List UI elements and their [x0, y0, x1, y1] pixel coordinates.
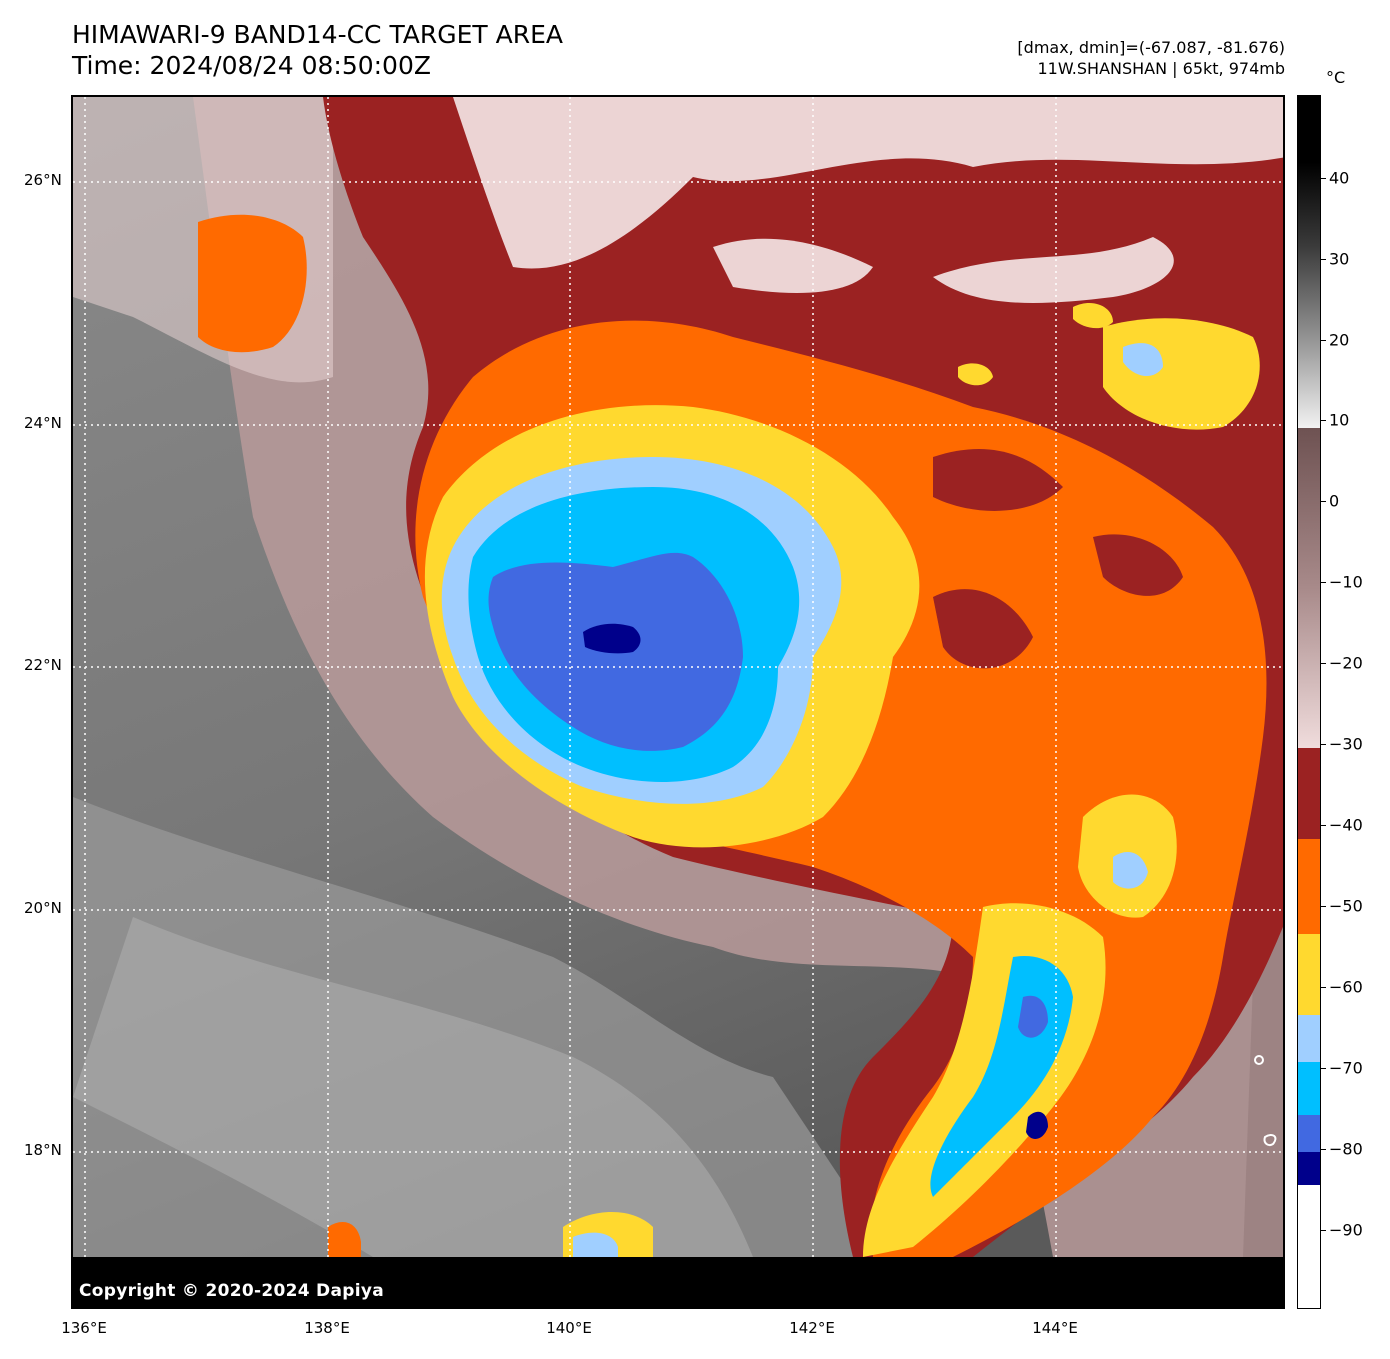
ne-spot: [1073, 302, 1113, 329]
lon-label-140e: 140°E: [546, 1319, 592, 1337]
colorbar-label: −50: [1329, 896, 1363, 916]
colorbar-label: −90: [1329, 1220, 1363, 1240]
lon-label-142e: 142°E: [789, 1319, 835, 1337]
ne-cluster-blue: [1123, 343, 1163, 377]
colorbar-label: 10: [1329, 410, 1350, 430]
ne-spot-2: [958, 363, 993, 386]
colorbar-red-segment: [1298, 748, 1320, 839]
image-title: HIMAWARI-9 BAND14-CC TARGET AREA: [72, 20, 564, 49]
lon-label-144e: 144°E: [1032, 1319, 1078, 1337]
lat-label-24n: 24°N: [24, 414, 62, 432]
colorbar-unit: °C: [1326, 68, 1346, 87]
colorbar-lightblue-segment: [1298, 1015, 1320, 1062]
lon-label-136e: 136°E: [61, 1319, 107, 1337]
low-cloud-band-bright: [73, 917, 753, 1257]
warm-intrusion-3: [1093, 534, 1183, 596]
island-outline-2: [1263, 1134, 1277, 1147]
colorbar-cyan-segment: [1298, 1062, 1320, 1115]
cirrus-patch-2: [933, 237, 1174, 303]
lat-label-26n: 26°N: [24, 171, 62, 189]
colorbar-label: −10: [1329, 572, 1363, 592]
se-band-core: [1026, 1111, 1048, 1139]
low-cloud-band: [73, 797, 893, 1257]
colorbar-gray-segment: [1298, 96, 1320, 428]
no-data-strip: [73, 1257, 1283, 1307]
south-cell-blue: [573, 1232, 618, 1257]
colorbar-label: 40: [1329, 168, 1350, 188]
warm-intrusion: [933, 448, 1063, 511]
satellite-image: Copyright © 2020-2024 Dapiya: [71, 95, 1285, 1309]
east-cluster-blue: [1113, 852, 1148, 889]
coldest-core: [583, 623, 641, 654]
lat-label-18n: 18°N: [24, 1141, 62, 1159]
colorbar-label: 0: [1329, 491, 1340, 511]
colorbar-yellow-segment: [1298, 934, 1320, 1015]
colorbar-white-segment: [1298, 1185, 1320, 1308]
south-cell-orange: [328, 1222, 361, 1257]
colorbar-label: −70: [1329, 1058, 1363, 1078]
lat-label-20n: 20°N: [24, 899, 62, 917]
colorbar-pink-segment: [1298, 428, 1320, 748]
lon-label-138e: 138°E: [304, 1319, 350, 1337]
colorbar-navy-segment: [1298, 1152, 1320, 1185]
ir-imagery: [73, 97, 1283, 1307]
colorbar-label: 30: [1329, 249, 1350, 269]
colorbar-label: −40: [1329, 815, 1363, 835]
copyright-notice: Copyright © 2020-2024 Dapiya: [79, 1281, 384, 1301]
dmax-dmin-stats: [dmax, dmin]=(-67.087, -81.676): [1017, 38, 1285, 57]
cirrus-north: [453, 97, 1283, 269]
colorbar-label: −80: [1329, 1139, 1363, 1159]
island-outline: [1254, 1055, 1264, 1065]
orange-nw-patch: [198, 214, 307, 353]
storm-info: 11W.SHANSHAN | 65kt, 974mb: [1037, 59, 1285, 78]
cirrus-patch: [713, 238, 873, 293]
se-band-blue: [1018, 995, 1048, 1038]
warm-intrusion-2: [933, 589, 1033, 669]
lat-lon-grid: [73, 97, 1283, 1257]
colorbar-label: −20: [1329, 653, 1363, 673]
colorbar-label: −30: [1329, 734, 1363, 754]
colorbar-blue-segment: [1298, 1115, 1320, 1152]
lat-label-22n: 22°N: [24, 656, 62, 674]
image-timestamp: Time: 2024/08/24 08:50:00Z: [72, 51, 431, 80]
colorbar-label: −60: [1329, 977, 1363, 997]
temperature-colorbar: [1297, 95, 1321, 1309]
colorbar-label: 20: [1329, 330, 1350, 350]
colorbar-orange-segment: [1298, 839, 1320, 934]
